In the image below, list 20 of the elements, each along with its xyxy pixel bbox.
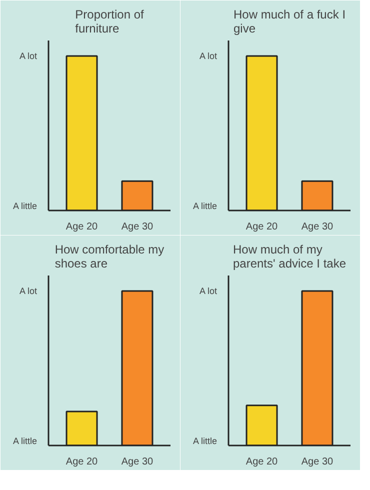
x-tick-label: Age 30 xyxy=(301,222,334,232)
x-tick-label: Age 20 xyxy=(66,222,98,232)
chart-title: How comfortable my shoes are xyxy=(54,242,164,270)
text: A lot xyxy=(199,286,218,296)
text: A little xyxy=(12,200,38,211)
text: A lot xyxy=(19,50,38,61)
chart-title: Proportion of furniture xyxy=(75,8,145,36)
x-tick-label: Age 20 xyxy=(246,456,278,468)
x-tick-label: Age 30 xyxy=(301,456,334,468)
text: A lot xyxy=(19,286,38,296)
x-tick-label: Age 30 xyxy=(121,456,154,468)
text: A little xyxy=(192,200,218,211)
x-tick-label: Age 30 xyxy=(121,222,154,232)
x-tick-label: Age 20 xyxy=(66,456,98,468)
x-tick-label: Age 20 xyxy=(246,222,278,232)
chart-title: How much of a fuck I give xyxy=(233,8,346,36)
text: A lot xyxy=(199,50,218,61)
chart-title: How much of my parents' advice I take xyxy=(232,242,346,270)
text: A little xyxy=(12,436,38,446)
text: A little xyxy=(192,436,218,446)
